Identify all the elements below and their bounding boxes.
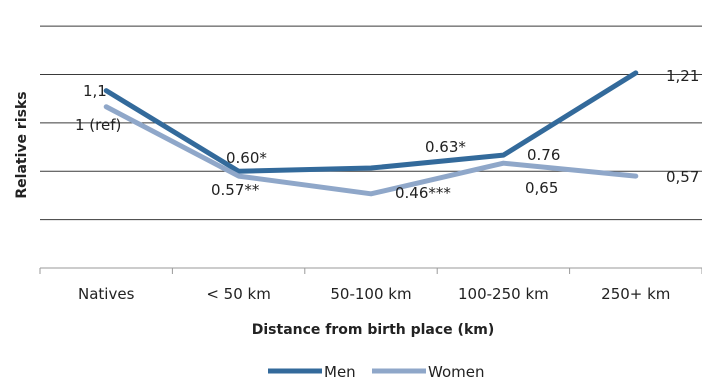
data-label-women: 0.57** (211, 181, 260, 199)
x-tick-labels: Natives < 50 km 50-100 km 100-250 km 250+ km (78, 285, 670, 303)
x-tick-label: 100-250 km (458, 285, 549, 303)
x-tick-label: Natives (78, 285, 135, 303)
series-line-men (103, 70, 639, 174)
data-label-men: 1,21 (666, 67, 699, 85)
data-label-women: 0,65 (525, 179, 558, 197)
data-label-women: 0,57 (666, 168, 699, 186)
legend-women-label: Women (428, 363, 484, 381)
data-label-women: 0.46*** (395, 184, 451, 202)
series-line-women (103, 104, 639, 197)
x-tick-label: < 50 km (206, 285, 271, 303)
legend: Men Women (268, 363, 484, 381)
series-lines (103, 70, 639, 197)
data-label-men: 1,1 (83, 82, 107, 100)
data-label-men: 0.60* (226, 149, 267, 167)
data-labels: 1,1 0.60* 0.63* 0.76 1,21 1 (ref) 0.57** 0.46**… (75, 67, 699, 202)
data-label-men: 0.63* (425, 138, 466, 156)
legend-men-label: Men (324, 363, 356, 381)
x-axis-title: Distance from birth place (km) (252, 322, 495, 338)
x-tick-label: 250+ km (601, 285, 670, 303)
x-tick-label: 50-100 km (330, 285, 411, 303)
data-label-men: 0.76 (527, 146, 560, 164)
y-axis-title: Relative risks (14, 91, 30, 198)
x-axis (39, 267, 702, 274)
data-label-women: 1 (ref) (75, 116, 121, 134)
